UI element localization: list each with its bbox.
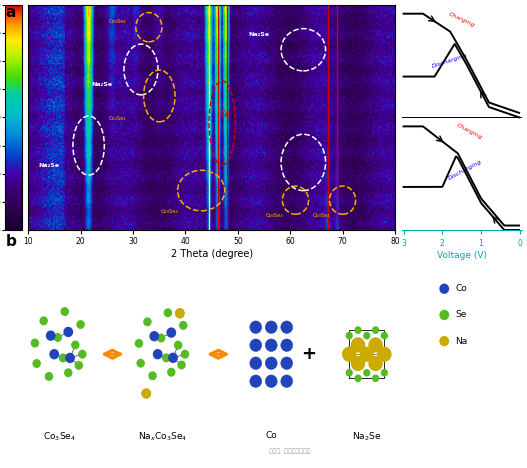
Circle shape xyxy=(33,359,41,368)
X-axis label: Voltage (V): Voltage (V) xyxy=(437,251,487,260)
Circle shape xyxy=(377,347,392,362)
Circle shape xyxy=(149,331,159,341)
Circle shape xyxy=(380,351,388,358)
Circle shape xyxy=(78,350,86,358)
Circle shape xyxy=(440,310,449,320)
Circle shape xyxy=(346,332,353,339)
Circle shape xyxy=(65,353,75,363)
Text: Co$_3$Se$_4$: Co$_3$Se$_4$ xyxy=(43,431,76,443)
Text: b: b xyxy=(5,234,16,249)
Circle shape xyxy=(157,334,165,343)
Text: Charging: Charging xyxy=(447,12,476,28)
X-axis label: 2 Theta (degree): 2 Theta (degree) xyxy=(171,249,253,259)
Circle shape xyxy=(76,320,85,329)
Circle shape xyxy=(64,368,73,377)
Circle shape xyxy=(175,308,184,318)
Circle shape xyxy=(148,371,157,380)
Circle shape xyxy=(143,317,152,326)
Circle shape xyxy=(54,333,62,342)
Text: Co: Co xyxy=(219,110,230,119)
Circle shape xyxy=(368,337,383,352)
Circle shape xyxy=(354,326,362,334)
Circle shape xyxy=(359,347,374,362)
Circle shape xyxy=(354,374,362,382)
Circle shape xyxy=(281,321,292,334)
Text: Na$_2$Se: Na$_2$Se xyxy=(352,431,382,443)
Circle shape xyxy=(40,316,48,325)
Circle shape xyxy=(46,330,56,341)
Text: 公众号  能源和环境催化: 公众号 能源和环境催化 xyxy=(269,449,310,454)
Circle shape xyxy=(174,341,182,350)
Text: Charging: Charging xyxy=(456,123,483,141)
Circle shape xyxy=(181,350,189,358)
Circle shape xyxy=(71,340,80,350)
Circle shape xyxy=(168,352,178,363)
Circle shape xyxy=(135,339,143,348)
Circle shape xyxy=(265,339,277,351)
Circle shape xyxy=(281,357,292,369)
Circle shape xyxy=(351,356,365,371)
Circle shape xyxy=(31,338,39,348)
Circle shape xyxy=(167,368,175,377)
Circle shape xyxy=(281,339,292,351)
Circle shape xyxy=(136,359,145,368)
Circle shape xyxy=(265,357,277,369)
Circle shape xyxy=(363,332,370,339)
Circle shape xyxy=(351,337,365,352)
Text: Discharging: Discharging xyxy=(432,52,469,69)
Text: +: + xyxy=(301,345,316,363)
Circle shape xyxy=(368,356,383,371)
Text: Co₃Se₄: Co₃Se₄ xyxy=(266,212,284,218)
Text: Na$_x$Co$_3$Se$_4$: Na$_x$Co$_3$Se$_4$ xyxy=(138,431,188,443)
Circle shape xyxy=(380,332,388,339)
Circle shape xyxy=(179,321,188,330)
Circle shape xyxy=(372,326,379,334)
Circle shape xyxy=(164,308,172,317)
Circle shape xyxy=(440,336,449,346)
Text: Co: Co xyxy=(456,284,467,293)
Circle shape xyxy=(50,349,59,359)
Circle shape xyxy=(346,369,353,377)
Circle shape xyxy=(177,360,186,369)
Text: Se: Se xyxy=(456,310,467,320)
Circle shape xyxy=(281,375,292,388)
Circle shape xyxy=(265,321,277,334)
Text: Na₂Se: Na₂Se xyxy=(248,32,269,37)
Text: a: a xyxy=(5,5,16,20)
Circle shape xyxy=(250,321,262,334)
Circle shape xyxy=(63,327,73,337)
Circle shape xyxy=(162,353,170,362)
Circle shape xyxy=(167,328,176,338)
Text: Na₂Se: Na₂Se xyxy=(39,163,60,168)
Text: Co₃Se₄: Co₃Se₄ xyxy=(161,209,179,213)
Text: Discharging: Discharging xyxy=(448,160,483,182)
Text: Co₃Se₄: Co₃Se₄ xyxy=(313,212,330,218)
Circle shape xyxy=(250,375,262,388)
Circle shape xyxy=(142,388,151,398)
Circle shape xyxy=(250,339,262,351)
Circle shape xyxy=(363,369,370,377)
Text: Na: Na xyxy=(456,336,468,345)
Circle shape xyxy=(153,349,163,359)
Circle shape xyxy=(250,357,262,369)
Circle shape xyxy=(265,375,277,388)
Text: Na₂Se: Na₂Se xyxy=(91,82,112,87)
Circle shape xyxy=(45,372,53,381)
Circle shape xyxy=(61,307,69,316)
Circle shape xyxy=(380,369,388,377)
Text: Co: Co xyxy=(266,431,277,439)
Text: Co₃Se₄: Co₃Se₄ xyxy=(109,19,126,24)
Circle shape xyxy=(342,347,356,362)
Text: Co₃Se₄: Co₃Se₄ xyxy=(109,116,126,121)
Circle shape xyxy=(440,284,449,294)
Circle shape xyxy=(75,361,83,370)
Circle shape xyxy=(372,374,379,382)
Circle shape xyxy=(346,351,353,358)
Circle shape xyxy=(59,353,67,362)
